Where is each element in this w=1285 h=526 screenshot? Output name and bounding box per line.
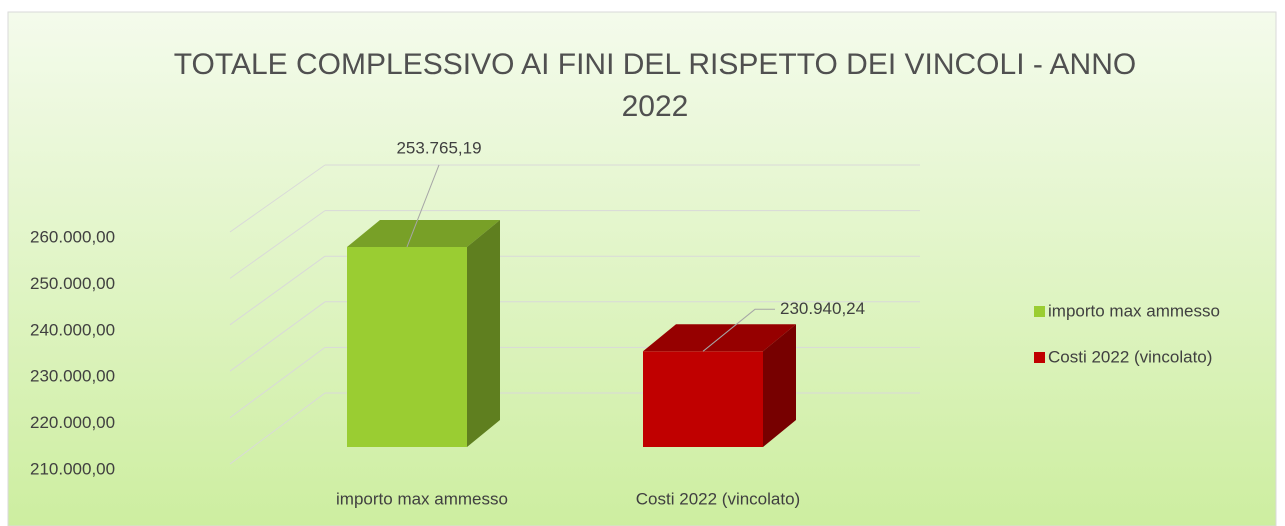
data-label: 253.765,19: [396, 138, 481, 157]
bar-side: [763, 324, 796, 447]
y-tick-label: 250.000,00: [30, 274, 115, 293]
leader-line: [406, 164, 440, 248]
grid-line-side: [229, 164, 326, 233]
data-label: 230.940,24: [780, 299, 865, 318]
y-tick-label: 210.000,00: [30, 459, 115, 478]
chart-title: TOTALE COMPLESSIVO AI FINI DEL RISPETTO …: [173, 48, 1137, 123]
legend-label: Costi 2022 (vincolato): [1048, 347, 1212, 366]
y-tick-label: 220.000,00: [30, 413, 115, 432]
bar-front: [347, 246, 467, 447]
grid-line-side: [229, 301, 326, 372]
bar-top: [347, 219, 500, 247]
bar-side: [467, 219, 500, 447]
chart-background: [7, 11, 1277, 526]
legend-label: importo max ammesso: [1048, 301, 1220, 320]
grid-line-side: [229, 392, 326, 465]
x-tick-label: importo max ammesso: [336, 489, 508, 508]
bar-front: [643, 351, 763, 447]
y-tick-label: 240.000,00: [30, 320, 115, 339]
legend-swatch: [1034, 352, 1045, 363]
grid-line-side: [229, 210, 326, 279]
x-tick-label: Costi 2022 (vincolato): [636, 489, 800, 508]
grid-line-side: [229, 255, 326, 326]
grid-line-side: [229, 346, 326, 419]
y-tick-label: 230.000,00: [30, 367, 115, 386]
legend-swatch: [1034, 306, 1045, 317]
y-tick-label: 260.000,00: [30, 227, 115, 246]
leader-line: [702, 308, 775, 352]
